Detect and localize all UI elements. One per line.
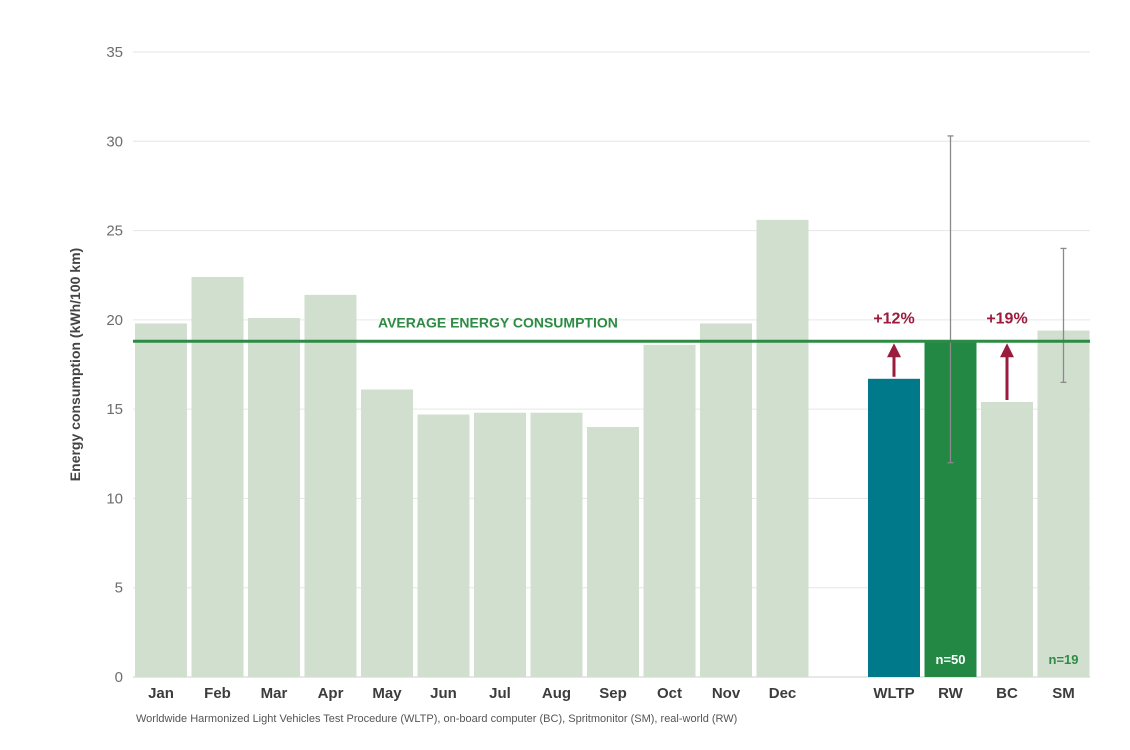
percent-increase-label: +12% [873, 310, 914, 327]
x-tick-label: RW [938, 685, 964, 702]
sample-size-label: n=19 [1049, 652, 1079, 667]
bar-jan [135, 323, 187, 677]
x-tick-label: WLTP [873, 685, 914, 702]
bar-dec [756, 219, 809, 677]
bar-wltp [868, 378, 920, 677]
x-tick-label: Mar [261, 685, 288, 702]
percent-increase-label: +19% [986, 310, 1027, 327]
y-tick-label: 30 [106, 133, 123, 150]
y-tick-label: 0 [115, 669, 123, 686]
x-tick-label: Jun [430, 685, 457, 702]
x-tick-label: Jul [489, 685, 511, 702]
y-tick-label: 35 [106, 44, 123, 61]
footnote: Worldwide Harmonized Light Vehicles Test… [136, 713, 737, 725]
bar-mar [248, 318, 300, 677]
increase-arrow-head [1000, 343, 1014, 358]
y-tick-label: 20 [106, 312, 123, 329]
bar-apr [304, 294, 357, 677]
y-axis-label: Energy consumption (kWh/100 km) [67, 248, 83, 481]
bar-sm [1037, 330, 1090, 677]
bar-aug [530, 412, 583, 677]
bar-oct [643, 344, 696, 677]
y-tick-label: 25 [106, 223, 123, 240]
bar-jun [417, 414, 470, 677]
y-tick-label: 5 [115, 580, 123, 597]
x-tick-label: Oct [657, 685, 682, 702]
bar-nov [700, 323, 752, 677]
x-tick-label: Apr [318, 685, 344, 702]
x-tick-label: Jan [148, 685, 174, 702]
x-tick-label: May [372, 685, 402, 702]
bar-may [361, 389, 413, 677]
x-tick-label: Feb [204, 685, 231, 702]
increase-arrow-head [887, 343, 901, 358]
x-tick-label: Dec [769, 685, 797, 702]
y-tick-label: 15 [106, 401, 123, 418]
x-tick-label: Nov [712, 685, 741, 702]
bar-sep [587, 427, 639, 677]
x-tick-label: SM [1052, 685, 1075, 702]
y-tick-label: 10 [106, 490, 123, 507]
x-tick-label: BC [996, 685, 1018, 702]
bar-feb [191, 277, 244, 677]
x-tick-label: Aug [542, 685, 571, 702]
bar-bc [981, 402, 1033, 677]
sample-size-label: n=50 [936, 652, 966, 667]
bar-jul [474, 412, 526, 677]
average-label: AVERAGE ENERGY CONSUMPTION [378, 314, 618, 330]
x-tick-label: Sep [599, 685, 627, 702]
